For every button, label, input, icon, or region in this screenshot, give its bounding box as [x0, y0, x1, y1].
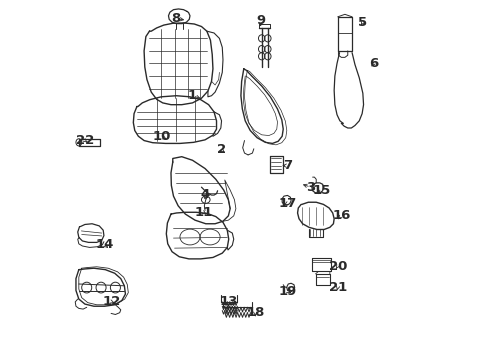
Text: 3: 3	[305, 181, 315, 194]
Text: 19: 19	[278, 285, 296, 298]
Text: 8: 8	[171, 12, 181, 25]
Text: 17: 17	[278, 197, 296, 210]
Text: 6: 6	[368, 57, 377, 70]
Text: 10: 10	[153, 130, 171, 144]
Text: 14: 14	[95, 238, 114, 251]
Text: 12: 12	[102, 296, 121, 309]
Text: 20: 20	[328, 260, 346, 273]
Text: 11: 11	[194, 206, 212, 219]
Text: 13: 13	[219, 296, 237, 309]
Text: 16: 16	[331, 210, 350, 222]
Text: 1: 1	[187, 89, 197, 102]
Text: 7: 7	[283, 159, 291, 172]
Text: 9: 9	[256, 14, 264, 27]
Text: 2: 2	[216, 143, 225, 156]
Text: 18: 18	[245, 306, 264, 319]
Text: 21: 21	[328, 281, 346, 294]
Text: 4: 4	[200, 188, 209, 201]
Text: 15: 15	[312, 184, 330, 197]
Text: 5: 5	[358, 16, 366, 29]
Text: 22: 22	[76, 134, 94, 147]
